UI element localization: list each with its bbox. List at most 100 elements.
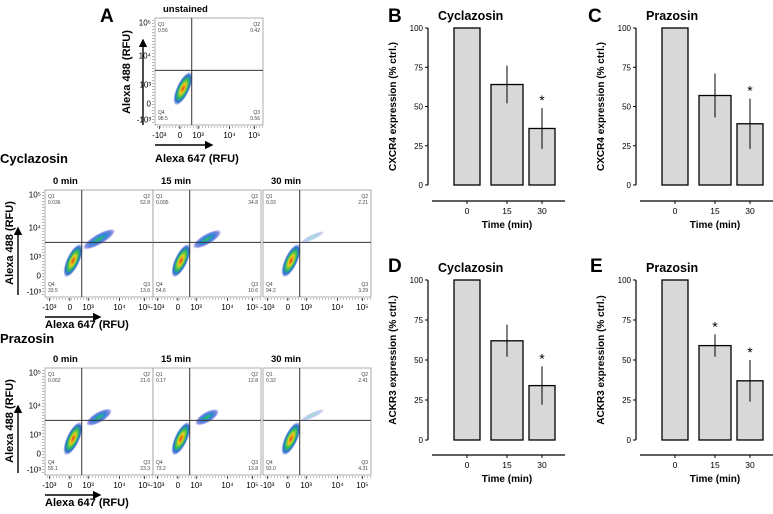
quadrant-name: Q1 xyxy=(266,372,273,378)
plot-title: 0 min xyxy=(53,354,78,365)
quadrant-name: Q1 xyxy=(158,22,165,28)
plot-title: 30 min xyxy=(271,176,301,187)
y-tick-label: 25 xyxy=(414,396,423,405)
panel-label-a: A xyxy=(100,6,114,27)
quadrant-name: Q4 xyxy=(156,460,163,466)
quadrant-name: Q4 xyxy=(48,282,55,288)
y-tick-label: 10³ xyxy=(29,430,41,439)
cell-density xyxy=(171,229,222,278)
quadrant-name: Q4 xyxy=(156,282,163,288)
y-tick-label: 0 xyxy=(37,450,42,459)
y-axis-label: CXCR4 expression (% ctrl.) xyxy=(596,42,607,171)
x-tick-label: 10⁴ xyxy=(221,303,234,312)
quadrant-value-q4: 93.0 xyxy=(266,466,276,472)
panel-label-e: E xyxy=(590,256,603,277)
x-tick-label: 0 xyxy=(286,481,291,490)
y-axis-label: Alexa 488 (RFU) xyxy=(121,30,133,114)
quadrant-value-q4: 98.5 xyxy=(158,116,168,122)
x-tick-label: 15 xyxy=(710,206,720,216)
y-tick-label: 0 xyxy=(627,436,632,445)
y-tick-label: 10³ xyxy=(29,252,41,261)
y-tick-label: 100 xyxy=(410,24,424,33)
x-tick-label: 10⁵ xyxy=(246,481,258,490)
y-tick-label: 75 xyxy=(414,63,423,72)
x-tick-label: 10⁵ xyxy=(356,481,368,490)
quadrant-name: Q2 xyxy=(361,194,368,200)
quadrant-value-q4: 73.2 xyxy=(156,466,166,472)
x-tick-label: 10³ xyxy=(300,481,312,490)
y-axis-label: ACKR3 expression (% ctrl.) xyxy=(388,295,399,424)
plot-frame xyxy=(262,189,372,298)
y-axis-label: ACKR3 expression (% ctrl.) xyxy=(596,295,607,424)
y-tick-label: 10⁴ xyxy=(29,401,42,410)
panel-label-b: B xyxy=(388,6,402,27)
bar xyxy=(661,27,689,186)
main-population xyxy=(281,421,301,456)
quadrant-name: Q3 xyxy=(361,460,368,466)
significance-marker: * xyxy=(539,350,545,366)
y-tick-label: 100 xyxy=(410,276,424,285)
y-axis-label: Alexa 488 (RFU) xyxy=(4,201,16,285)
bar xyxy=(490,340,524,441)
sparse-population xyxy=(300,231,325,244)
quadrant-value-q1: 0.062 xyxy=(48,378,61,384)
cell-density xyxy=(63,408,112,456)
sparse-population xyxy=(300,409,325,422)
x-tick-label: 15 xyxy=(502,206,512,216)
bar xyxy=(453,27,481,186)
x-tick-label: 10³ xyxy=(190,481,202,490)
quadrant-value-q3: 23.3 xyxy=(140,466,150,472)
quadrant-value-q2: 2.41 xyxy=(358,378,368,384)
plot-title: unstained xyxy=(163,4,208,15)
main-population xyxy=(63,243,83,278)
chart-title: Prazosin xyxy=(646,9,698,23)
quadrant-name: Q3 xyxy=(143,460,150,466)
bar-chart-b: Cyclazosin 0 25 50 75 100 CXCR4 expression (% … xyxy=(388,9,565,231)
quadrant-name: Q3 xyxy=(361,282,368,288)
plot-title: 15 min xyxy=(161,354,191,365)
x-tick-label: -10³ xyxy=(152,131,167,140)
x-tick-label: 0 xyxy=(465,460,470,470)
cell-density xyxy=(281,231,325,278)
x-tick-label: -10³ xyxy=(42,303,57,312)
x-tick-label: -10³ xyxy=(260,303,275,312)
quadrant-value-q1: 0.17 xyxy=(156,378,166,384)
quadrant-value-q2: 34.8 xyxy=(248,200,258,206)
high-population xyxy=(86,408,112,426)
quadrant-value-q1: 0.33 xyxy=(266,200,276,206)
y-tick-label: 100 xyxy=(618,276,632,285)
bar xyxy=(661,279,689,441)
significance-marker: * xyxy=(747,344,753,360)
y-tick-label: 0 xyxy=(37,272,42,281)
y-tick-label: 10⁵ xyxy=(29,368,41,377)
x-tick-label: 10⁵ xyxy=(356,303,368,312)
significance-marker: * xyxy=(539,92,545,108)
y-tick-label: 25 xyxy=(622,142,631,151)
chart-title: Cyclazosin xyxy=(438,261,503,275)
group-label-cyclazosin: Cyclazosin xyxy=(0,151,68,166)
quadrant-value-q4: 54.6 xyxy=(156,288,166,294)
x-tick-label: 10⁴ xyxy=(113,481,126,490)
high-population xyxy=(192,229,222,249)
panel-label-d: D xyxy=(388,256,402,277)
quadrant-value-q1: 0.56 xyxy=(158,28,168,34)
significance-marker: * xyxy=(712,318,718,334)
main-population xyxy=(171,421,191,456)
quadrant-name: Q4 xyxy=(158,110,165,116)
y-tick-label: -10³ xyxy=(27,288,42,297)
quadrant-value-q2: 0.42 xyxy=(250,28,260,34)
x-tick-label: -10³ xyxy=(150,481,165,490)
main-population xyxy=(63,421,83,456)
plot-frame xyxy=(262,367,372,476)
x-axis-label: Time (min) xyxy=(690,474,740,485)
y-tick-label: 50 xyxy=(622,356,631,365)
x-tick-label: 0 xyxy=(286,303,291,312)
quadrant-value-q1: 0.32 xyxy=(266,378,276,384)
y-tick-label: 50 xyxy=(414,103,423,112)
x-tick-label: 10⁴ xyxy=(221,481,234,490)
x-tick-label: -10³ xyxy=(42,481,57,490)
y-tick-label: 25 xyxy=(414,142,423,151)
